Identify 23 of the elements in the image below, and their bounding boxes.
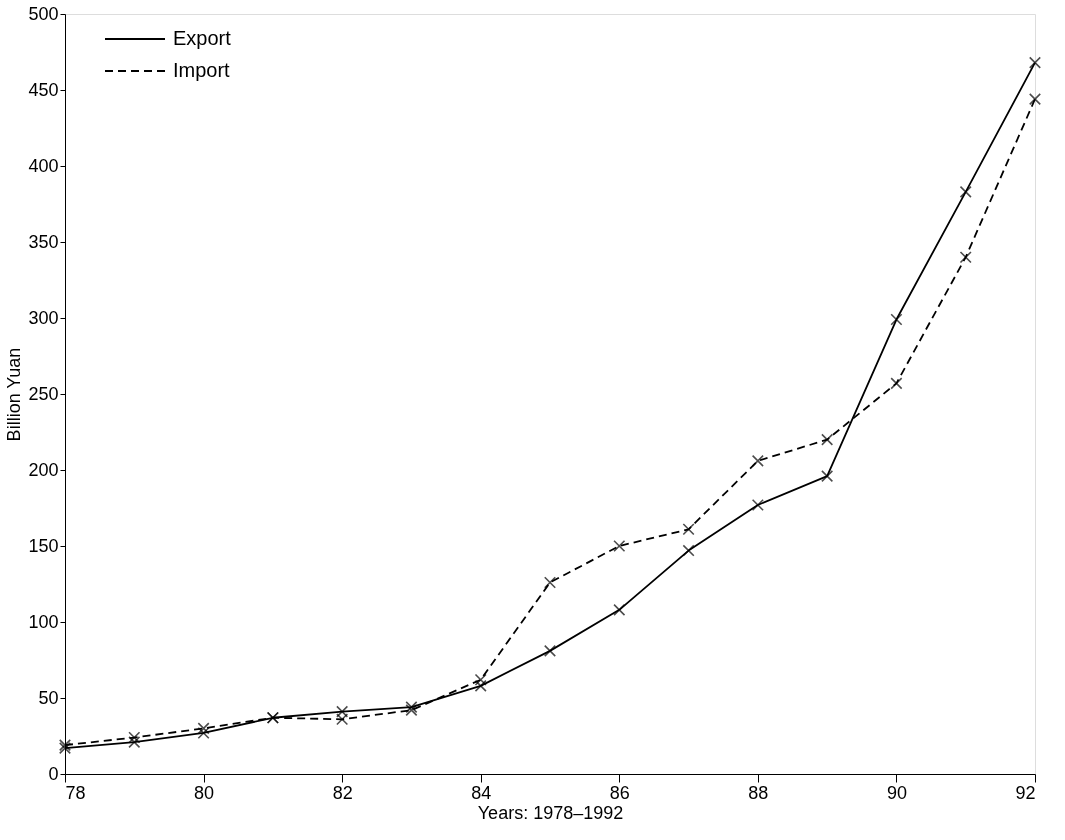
y-tick-label: 300: [28, 307, 59, 328]
x-tick-label: 84: [471, 782, 492, 803]
y-tick-label: 450: [28, 79, 59, 100]
y-tick-label: 0: [48, 763, 59, 784]
y-tick-label: 500: [28, 3, 59, 24]
x-tick-label: 90: [886, 782, 907, 803]
y-tick-label: 400: [28, 155, 59, 176]
y-axis-title: Billion Yuan: [4, 347, 25, 442]
x-tick-label: 82: [332, 782, 353, 803]
x-tick-label: 92: [1015, 782, 1036, 803]
y-tick-label: 200: [28, 459, 59, 480]
legend-label: Export: [173, 27, 232, 49]
x-tick-label: 80: [194, 782, 215, 803]
x-tick-label: 78: [65, 782, 86, 803]
y-tick-label: 350: [28, 231, 59, 252]
x-tick-label: 86: [609, 782, 630, 803]
y-tick-label: 250: [28, 383, 59, 404]
x-tick-label: 88: [748, 782, 769, 803]
x-axis-title: Years: 1978–1992: [477, 802, 624, 823]
y-tick-label: 100: [28, 611, 59, 632]
y-tick-label: 150: [28, 535, 59, 556]
legend-label: Import: [173, 59, 231, 81]
y-tick-label: 50: [38, 687, 59, 708]
